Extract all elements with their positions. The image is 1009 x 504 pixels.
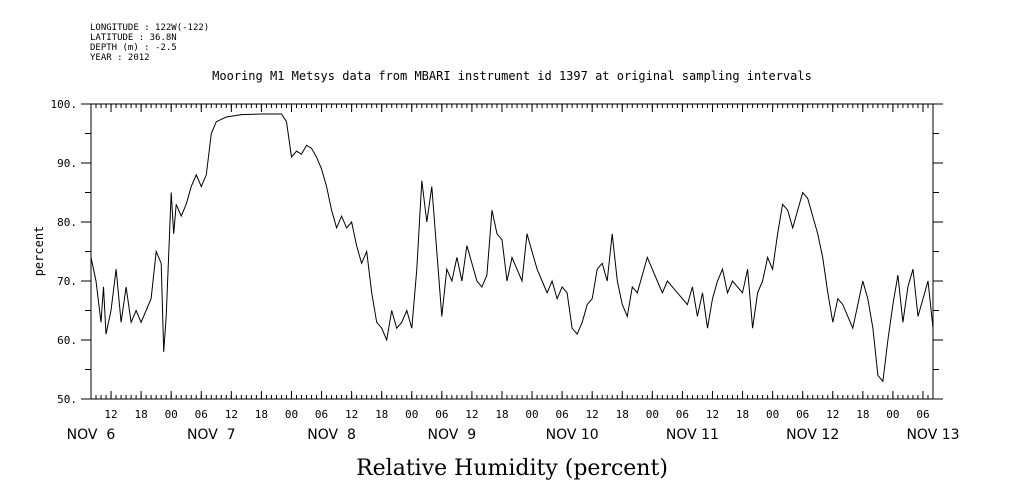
chart-title: Mooring M1 Metsys data from MBARI instru… (212, 69, 812, 83)
x-hour-label: 12 (104, 408, 117, 421)
x-date-label: NOV 7 (187, 427, 236, 443)
x-date-label: NOV 11 (666, 427, 719, 443)
metadata-block: LONGITUDE : 122W(-122) LATITUDE : 36.8N … (90, 23, 209, 63)
x-hour-label: 12 (465, 408, 478, 421)
x-date-label: NOV 13 (906, 427, 959, 443)
y-tick-label: 90. (57, 157, 77, 170)
x-hour-label: 06 (195, 408, 208, 421)
x-hour-label: 06 (315, 408, 328, 421)
x-hour-label: 12 (345, 408, 358, 421)
x-hour-label: 06 (916, 408, 929, 421)
humidity-series-line (90, 113, 934, 383)
x-axis-date-labels: NOV 6 NOV 7 NOV 8 NOV 9 NOV 10 NOV 11 NOV 12 NO… (67, 427, 960, 443)
metadata-longitude: LONGITUDE : 122W(-122) (90, 23, 209, 33)
x-hour-label: 12 (706, 408, 719, 421)
y-axis-tick-labels: 50. 60. 70. 80. 90. 100. (51, 98, 78, 406)
x-hour-label: 00 (766, 408, 779, 421)
x-date-label: NOV 9 (428, 427, 477, 443)
x-hour-label: 00 (886, 408, 899, 421)
x-hour-label: 18 (616, 408, 629, 421)
x-hour-label: 18 (495, 408, 508, 421)
x-hour-label: 00 (405, 408, 418, 421)
y-tick-label: 70. (57, 275, 77, 288)
x-axis-label: Relative Humidity (percent) (356, 456, 668, 481)
x-hour-label: 18 (375, 408, 388, 421)
x-date-label: NOV 12 (786, 427, 839, 443)
y-tick-label: 80. (57, 216, 77, 229)
metadata-depth: DEPTH (m) : -2.5 (90, 43, 177, 53)
x-hour-label: 12 (586, 408, 599, 421)
x-hour-label: 00 (165, 408, 178, 421)
x-axis-hour-labels: 12 18 00 06 12 18 00 06 12 18 00 06 12 18 00 06 12 18 00 06… (104, 408, 929, 421)
plot-frame (90, 103, 934, 400)
y-tick-label: 100. (51, 98, 78, 111)
x-date-label: NOV 8 (307, 427, 356, 443)
x-axis-hour-ticks (110, 104, 924, 399)
y-axis-ticks (81, 103, 943, 400)
x-hour-label: 18 (255, 408, 268, 421)
x-hour-label: 00 (646, 408, 659, 421)
x-hour-label: 06 (555, 408, 568, 421)
x-date-label: NOV 6 (67, 427, 116, 443)
x-hour-label: 06 (435, 408, 448, 421)
y-tick-label: 60. (57, 334, 77, 347)
y-axis-label: percent (32, 226, 46, 277)
x-hour-label: 00 (525, 408, 538, 421)
x-hour-label: 18 (856, 408, 869, 421)
metadata-latitude: LATITUDE : 36.8N (90, 33, 177, 43)
x-hour-label: 12 (826, 408, 839, 421)
y-tick-label: 50. (57, 393, 77, 406)
x-hour-label: 18 (736, 408, 749, 421)
x-hour-label: 06 (796, 408, 809, 421)
x-date-label: NOV 10 (546, 427, 599, 443)
minor-ticks (90, 104, 934, 399)
x-hour-label: 00 (285, 408, 298, 421)
x-hour-label: 06 (676, 408, 689, 421)
x-hour-label: 18 (134, 408, 147, 421)
x-hour-label: 12 (225, 408, 238, 421)
metadata-year: YEAR : 2012 (90, 53, 150, 63)
